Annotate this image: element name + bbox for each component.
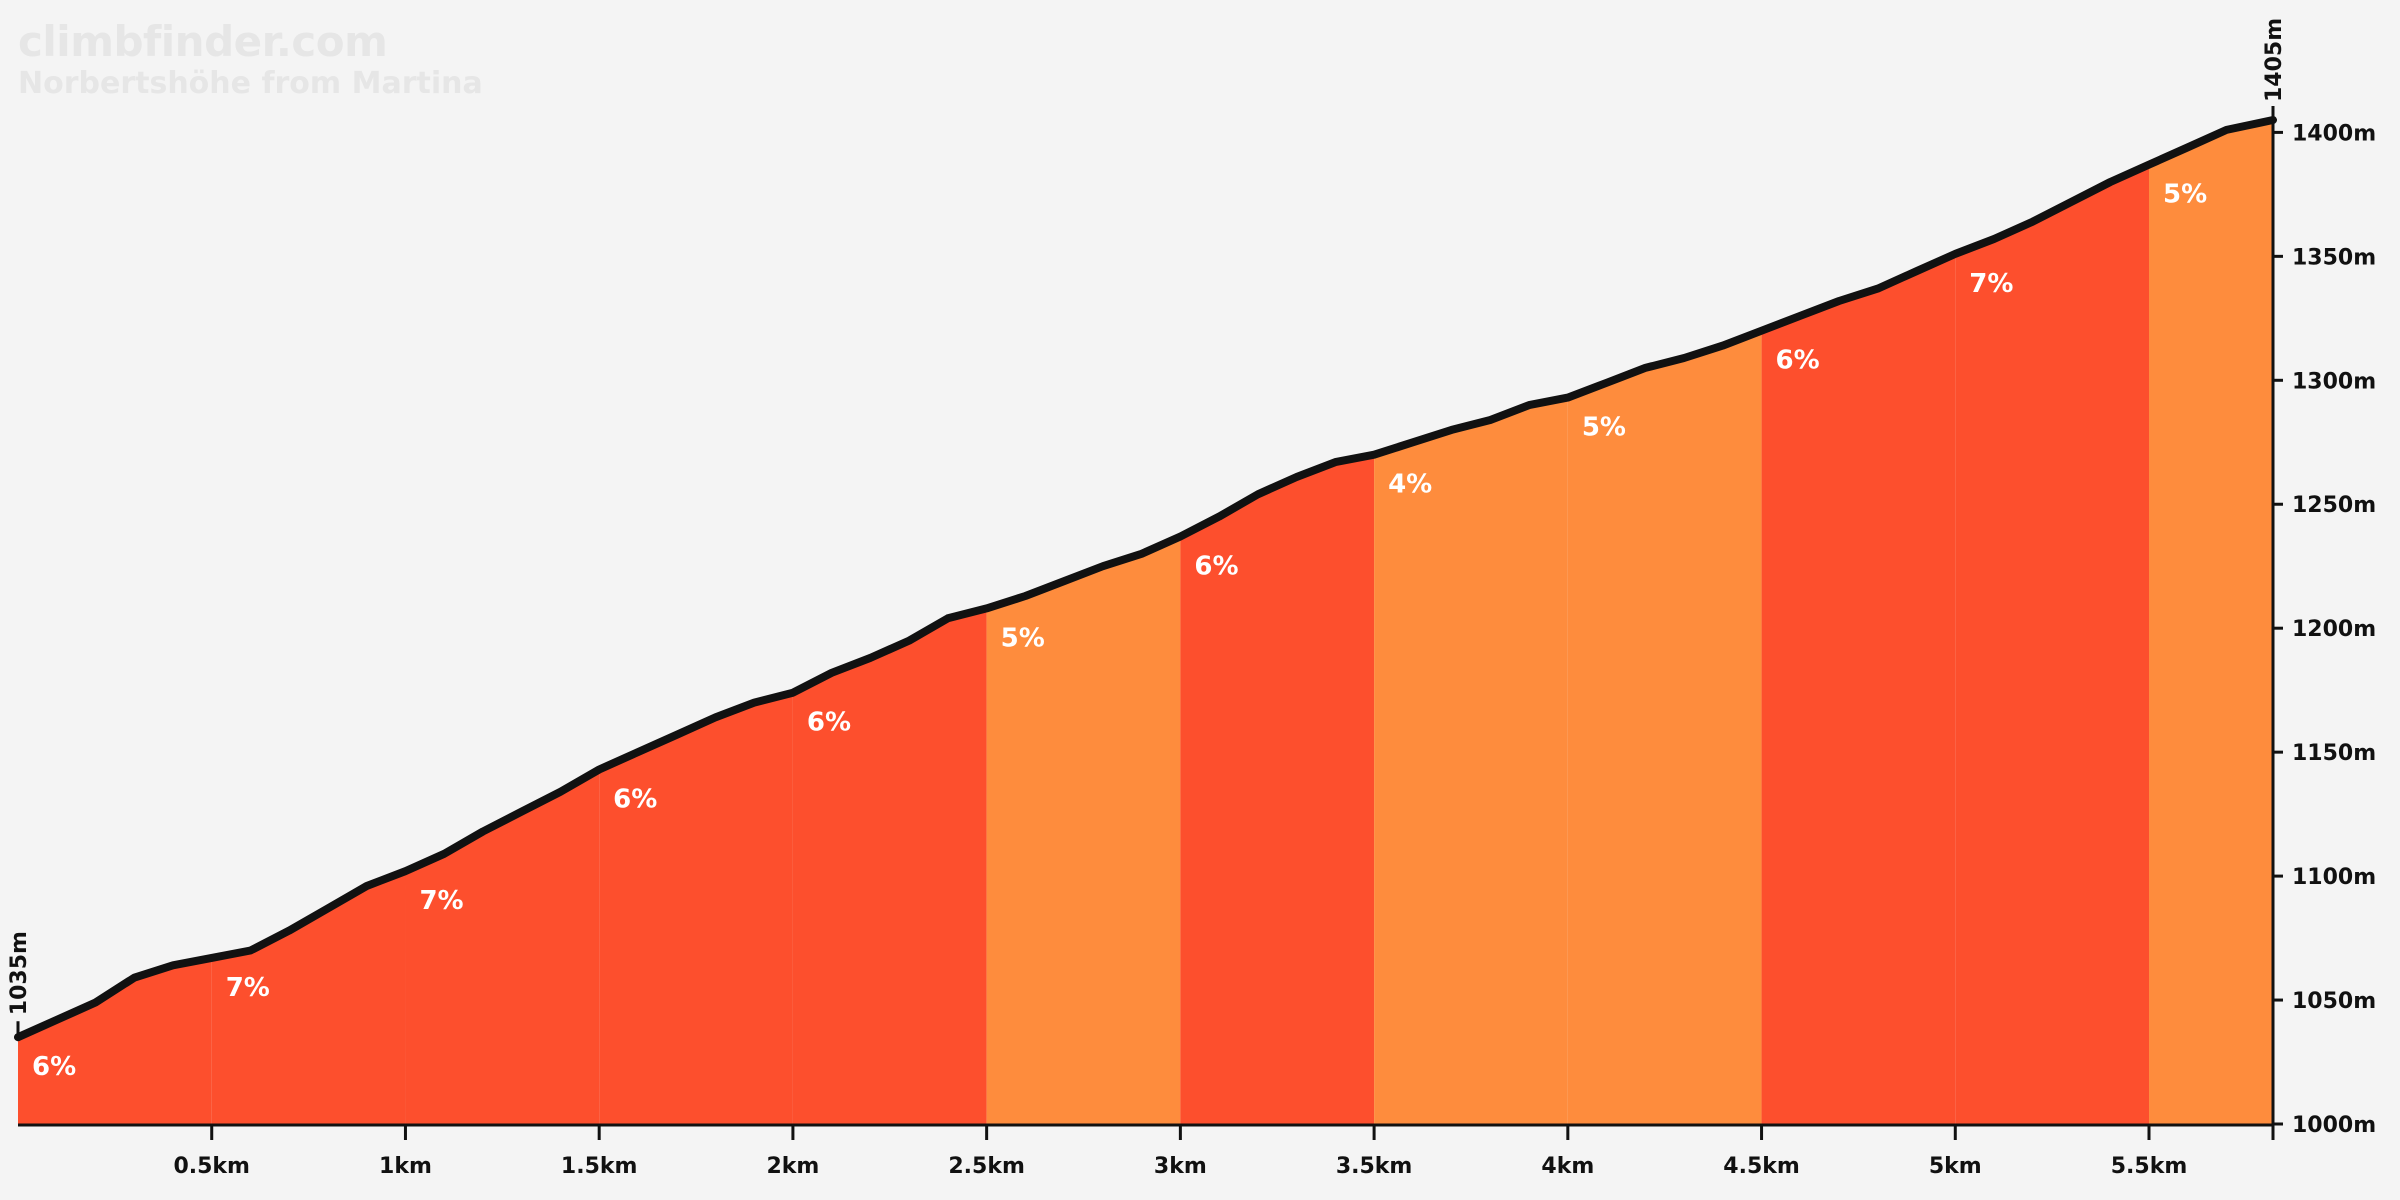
- x-tick-label: 4km: [1541, 1154, 1594, 1179]
- x-tick-label: 3.5km: [1336, 1154, 1413, 1179]
- segment-7: [1180, 454, 1375, 1124]
- brand-header: climbfinder.com Norbertshöhe from Martin…: [18, 18, 483, 102]
- x-tick-label: 4.5km: [1723, 1154, 1800, 1179]
- climb-name: Norbertshöhe from Martina: [18, 66, 483, 101]
- gradient-segments: [18, 120, 2273, 1125]
- segment-1: [18, 957, 212, 1124]
- segment-gradient-label: 6%: [807, 708, 851, 738]
- y-tick-label: 1000m: [2292, 1113, 2376, 1138]
- x-tick-label: 2km: [766, 1154, 819, 1179]
- segment-2: [211, 871, 406, 1124]
- x-tick-label: 1km: [379, 1154, 432, 1179]
- segment-gradient-label: 6%: [613, 785, 657, 815]
- segment-gradient-label: 4%: [1388, 470, 1432, 500]
- y-tick-label: 1100m: [2292, 865, 2376, 890]
- x-tick-label: 1.5km: [561, 1154, 638, 1179]
- segment-gradient-label: 6%: [32, 1052, 76, 1082]
- segment-3: [405, 769, 600, 1124]
- x-tick-label: 0.5km: [173, 1154, 250, 1179]
- segment-gradient-label: 7%: [419, 886, 463, 916]
- y-tick-label: 1300m: [2292, 369, 2376, 394]
- x-tick-label: 3km: [1154, 1154, 1207, 1179]
- segment-12: [2149, 120, 2273, 1124]
- segment-6: [986, 536, 1181, 1124]
- segment-5: [792, 608, 987, 1124]
- segment-4: [599, 692, 793, 1124]
- site-name: climbfinder.com: [18, 17, 388, 66]
- y-tick-label: 1250m: [2292, 493, 2376, 518]
- y-tick-label: 1200m: [2292, 617, 2376, 642]
- segment-gradient-label: 5%: [2163, 180, 2207, 210]
- y-tick-label: 1350m: [2292, 245, 2376, 270]
- start-elevation-label: 1035m: [7, 931, 32, 1015]
- profile-line: [14, 116, 2277, 1042]
- axes: 0.5km 1km 1.5km 2km 2.5km 3km 3.5km 4km 4.5km 5km…: [7, 18, 2376, 1179]
- segment-8: [1374, 397, 1568, 1125]
- segment-10: [1761, 253, 1956, 1124]
- gradient-labels: 6% 7% 7% 6% 6% 5% 6% 4% 5% 6% 7% 5%: [32, 180, 2207, 1083]
- segment-gradient-label: 7%: [226, 973, 270, 1003]
- segment-11: [1955, 164, 2150, 1125]
- segment-9: [1567, 330, 1762, 1124]
- segment-gradient-label: 7%: [1969, 269, 2013, 299]
- y-tick-label: 1400m: [2292, 121, 2376, 146]
- segment-gradient-label: 5%: [1582, 413, 1626, 443]
- y-tick-label: 1150m: [2292, 741, 2376, 766]
- x-tick-label: 5.5km: [2111, 1154, 2188, 1179]
- end-elevation-label: 1405m: [2262, 18, 2287, 102]
- y-tick-label: 1050m: [2292, 989, 2376, 1014]
- x-tick-label: 5km: [1929, 1154, 1982, 1179]
- segment-gradient-label: 6%: [1776, 346, 1820, 376]
- segment-gradient-label: 5%: [1001, 623, 1045, 653]
- segment-gradient-label: 6%: [1194, 551, 1238, 581]
- x-tick-label: 2.5km: [948, 1154, 1025, 1179]
